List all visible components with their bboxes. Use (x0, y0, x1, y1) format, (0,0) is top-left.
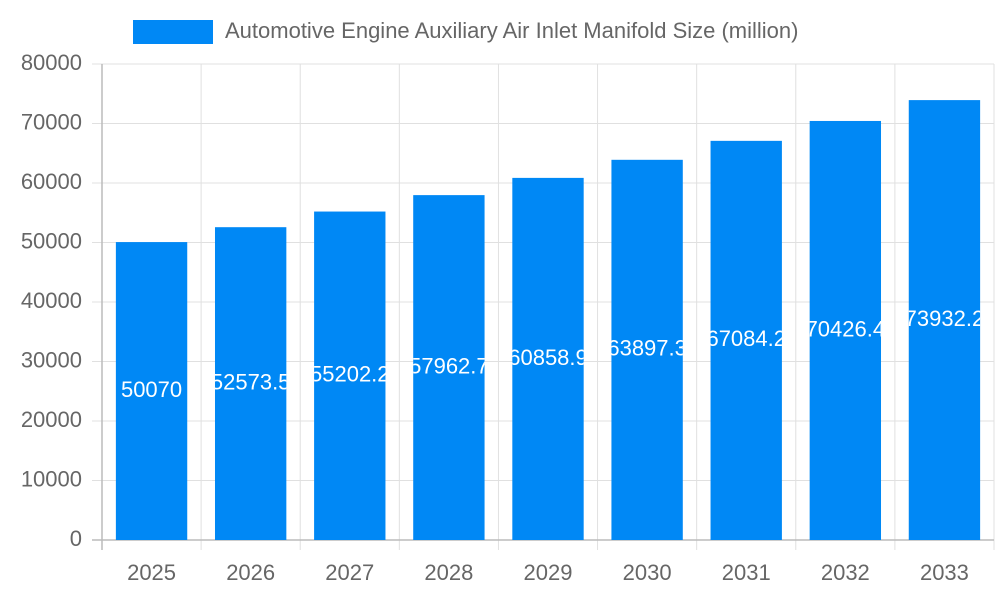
y-tick-label: 70000 (21, 109, 82, 134)
data-label: 52573.5 (211, 369, 291, 394)
legend-swatch[interactable] (133, 20, 213, 44)
y-tick-label: 80000 (21, 50, 82, 75)
bar (809, 120, 882, 540)
bar (512, 177, 584, 541)
x-tick-label: 2030 (623, 560, 672, 585)
bar (710, 140, 782, 541)
x-tick-label: 2027 (325, 560, 374, 585)
bar (115, 242, 188, 540)
y-tick-label: 20000 (21, 407, 82, 432)
y-tick-label: 30000 (21, 347, 82, 372)
data-label: 63897.3 (607, 336, 687, 361)
x-tick-label: 2026 (226, 560, 275, 585)
x-tick-label: 2031 (722, 560, 771, 585)
bar (908, 100, 981, 541)
x-tick-label: 2033 (920, 560, 969, 585)
data-label: 70426.4 (806, 316, 886, 341)
bar (611, 159, 683, 540)
x-tick-label: 2025 (127, 560, 176, 585)
data-label: 50070 (121, 377, 182, 402)
data-label: 55202.2 (310, 362, 390, 387)
data-label: 73932.2 (905, 306, 985, 331)
y-tick-label: 10000 (21, 466, 82, 491)
y-tick-label: 40000 (21, 288, 82, 313)
legend-label[interactable]: Automotive Engine Auxiliary Air Inlet Ma… (225, 18, 798, 43)
data-label: 60858.9 (508, 345, 588, 370)
x-tick-label: 2028 (424, 560, 473, 585)
bar (214, 227, 287, 540)
bar (413, 195, 485, 540)
x-tick-label: 2032 (821, 560, 870, 585)
x-tick-label: 2029 (524, 560, 573, 585)
data-label: 57962.7 (409, 353, 489, 378)
y-tick-label: 60000 (21, 169, 82, 194)
bar (314, 211, 386, 540)
data-label: 67084.2 (706, 326, 786, 351)
y-tick-label: 50000 (21, 228, 82, 253)
y-tick-label: 0 (70, 526, 82, 551)
